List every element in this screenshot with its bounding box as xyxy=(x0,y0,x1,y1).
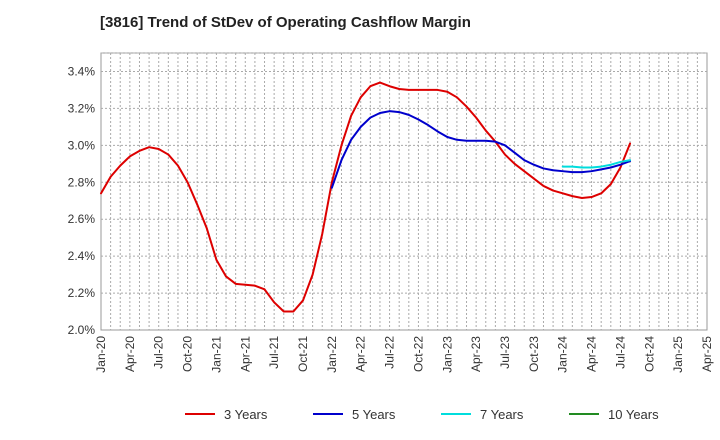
x-tick-label: Jul-22 xyxy=(383,336,397,369)
series-lines xyxy=(100,81,632,313)
x-tick-label: Apr-25 xyxy=(700,336,714,372)
y-tick-label: 2.8% xyxy=(68,175,96,189)
x-tick-label: Oct-22 xyxy=(411,336,425,372)
x-tick-label: Jan-24 xyxy=(556,336,570,373)
x-tick-label: Apr-24 xyxy=(585,336,599,372)
legend-label: 7 Years xyxy=(480,407,524,422)
x-tick-label: Oct-24 xyxy=(642,336,656,372)
x-tick-label: Jul-23 xyxy=(498,336,512,369)
x-axis-ticks: Jan-20 Apr-20 Jul-20 Oct-20 Jan-21 Apr-21 Jul-… xyxy=(94,336,714,373)
x-tick-label: Jan-22 xyxy=(325,336,339,373)
x-tick-label: Apr-20 xyxy=(123,336,137,372)
grid-lines xyxy=(101,52,707,330)
x-tick-label: Jul-21 xyxy=(267,336,281,369)
series-line-3-years xyxy=(100,81,632,313)
plot-area xyxy=(100,52,708,331)
y-axis-ticks: 2.0% 2.2% 2.4% 2.6% 2.8% 3.0% 3.2% 3.4% xyxy=(68,64,96,337)
x-tick-label: Jul-24 xyxy=(613,336,627,369)
chart-title: [3816] Trend of StDev of Operating Cashf… xyxy=(100,14,471,31)
y-tick-label: 2.6% xyxy=(68,212,96,226)
series-line-5-years xyxy=(330,110,632,189)
x-tick-label: Apr-22 xyxy=(354,336,368,372)
legend-label: 10 Years xyxy=(608,407,659,422)
x-tick-label: Jul-20 xyxy=(152,336,166,369)
x-tick-label: Oct-23 xyxy=(527,336,541,372)
y-tick-label: 2.4% xyxy=(68,249,96,263)
x-tick-label: Oct-21 xyxy=(296,336,310,372)
series-line-7-years xyxy=(561,159,632,169)
legend: 3 Years 5 Years 7 Years 10 Years xyxy=(185,407,659,422)
x-tick-label: Apr-21 xyxy=(238,336,252,372)
x-tick-label: Jan-20 xyxy=(94,336,108,373)
y-tick-label: 3.2% xyxy=(68,101,96,115)
x-tick-label: Apr-23 xyxy=(469,336,483,372)
y-tick-label: 2.2% xyxy=(68,286,96,300)
x-tick-label: Oct-20 xyxy=(181,336,195,372)
x-tick-label: Jan-21 xyxy=(209,336,223,373)
x-tick-label: Jan-23 xyxy=(440,336,454,373)
legend-label: 3 Years xyxy=(224,407,268,422)
y-tick-label: 3.0% xyxy=(68,138,96,152)
x-tick-label: Jan-25 xyxy=(671,336,685,373)
legend-label: 5 Years xyxy=(352,407,396,422)
y-tick-label: 2.0% xyxy=(68,323,96,337)
y-tick-label: 3.4% xyxy=(68,64,96,78)
